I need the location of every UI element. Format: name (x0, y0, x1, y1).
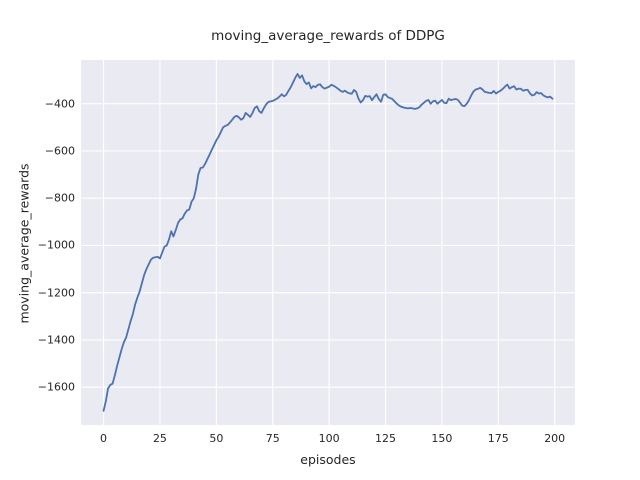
x-tick-label: 175 (487, 432, 509, 445)
x-axis-label: episodes (300, 452, 356, 467)
x-tick-label: 200 (544, 432, 566, 445)
x-tick-label: 125 (375, 432, 397, 445)
y-tick-label: −1600 (37, 380, 75, 394)
y-tick-label: −400 (44, 97, 75, 111)
x-tick-label: 150 (431, 432, 453, 445)
x-tick-label: 100 (318, 432, 340, 445)
reward-line (102, 73, 554, 412)
plot-area (81, 60, 575, 425)
line-chart (81, 60, 575, 425)
chart-title: moving_average_rewards of DDPG (211, 28, 445, 44)
x-tick-label: 50 (209, 432, 224, 445)
y-axis-label: moving_average_rewards (16, 163, 32, 324)
x-tick-label: 75 (265, 432, 280, 445)
x-tick-label: 0 (100, 432, 108, 445)
x-tick-label: 25 (152, 432, 167, 445)
